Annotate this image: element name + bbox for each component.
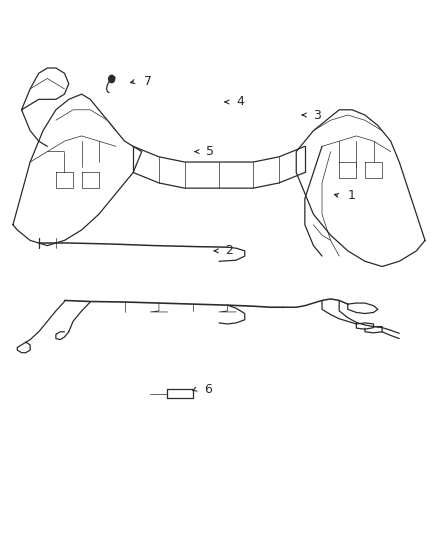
Text: 6: 6: [204, 383, 212, 395]
Text: 5: 5: [206, 145, 214, 158]
Circle shape: [109, 75, 115, 83]
Text: 3: 3: [314, 109, 321, 122]
Text: 1: 1: [348, 190, 356, 203]
Text: 4: 4: [236, 95, 244, 108]
Text: 7: 7: [144, 75, 152, 87]
Text: 2: 2: [226, 244, 233, 257]
